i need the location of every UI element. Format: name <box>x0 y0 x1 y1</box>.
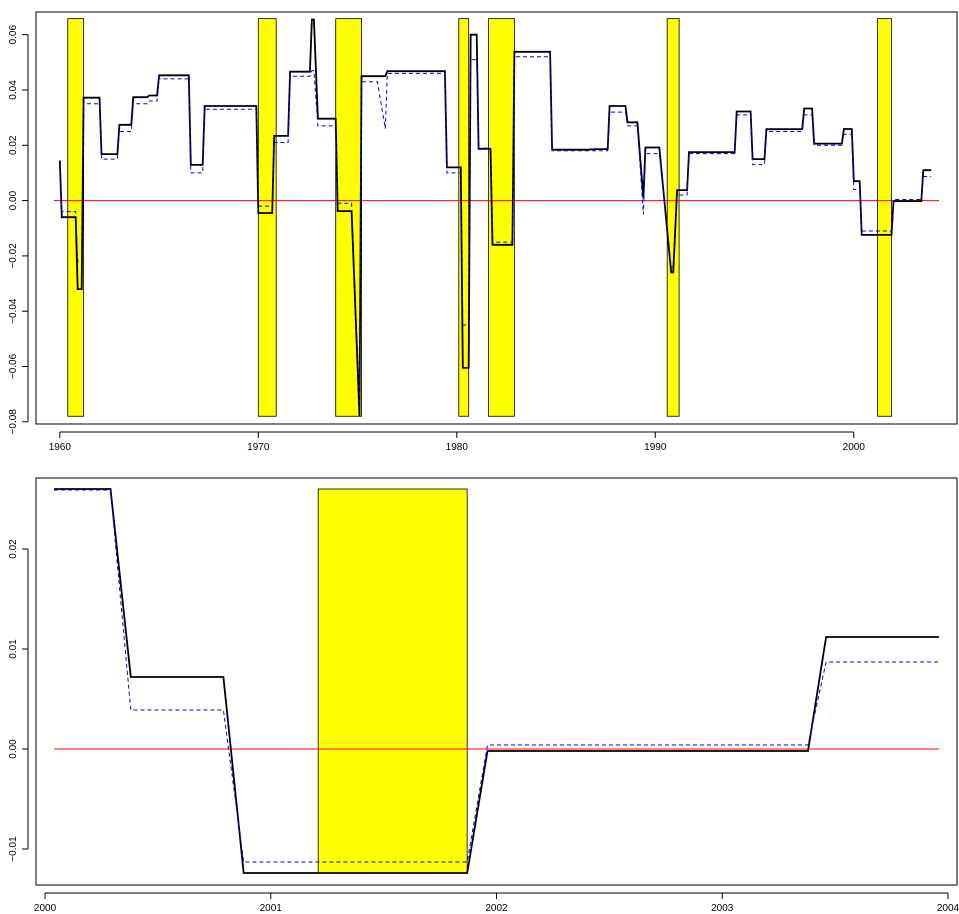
recession-band <box>257 18 277 417</box>
series-line-solid <box>54 488 939 874</box>
recession-band <box>877 18 892 417</box>
y-tick-label: 0.02 <box>8 539 19 559</box>
plot-frame <box>35 477 958 886</box>
y-tick-label: 0.01 <box>8 639 19 659</box>
x-tick-label: 2000 <box>34 903 57 914</box>
x-tick-label: 1980 <box>446 442 469 453</box>
recession-band <box>488 18 515 417</box>
x-tick-label: 1970 <box>247 442 270 453</box>
y-tick-label: 0.06 <box>8 25 19 45</box>
series-line-dashed <box>59 56 932 409</box>
recession-band <box>458 18 470 417</box>
y-tick-label: −0.02 <box>8 243 19 269</box>
y-tick-label: 0.04 <box>8 80 19 100</box>
y-tick-label: −0.04 <box>8 298 19 324</box>
recession-band <box>317 488 468 874</box>
y-tick-label: −0.01 <box>8 836 19 862</box>
x-tick-label: 2002 <box>485 903 508 914</box>
bottom-panel: 2000 2001 2002 2003 2004 −0.01 0.00 0.01 0.02 <box>8 477 959 914</box>
x-tick-label: 2000 <box>843 442 866 453</box>
x-tick-label: 2003 <box>711 903 734 914</box>
x-tick-label: 2001 <box>260 903 283 914</box>
y-tick-label: 0.00 <box>8 190 19 210</box>
y-tick-label: 0.02 <box>8 135 19 155</box>
series-line-dashed <box>54 489 939 863</box>
y-tick-label: −0.06 <box>8 353 19 379</box>
y-tick-label: 0.00 <box>8 739 19 759</box>
x-tick-label: 1960 <box>49 442 72 453</box>
plot-frame <box>35 11 958 425</box>
x-tick-label: 2004 <box>937 903 959 914</box>
recession-band <box>666 18 680 417</box>
x-tick-label: 1990 <box>644 442 667 453</box>
y-tick-label: −0.08 <box>8 409 19 435</box>
top-panel: 1960 1970 1980 1990 2000 −0.08 −0.06 −0.04 −0.02… <box>8 11 958 453</box>
